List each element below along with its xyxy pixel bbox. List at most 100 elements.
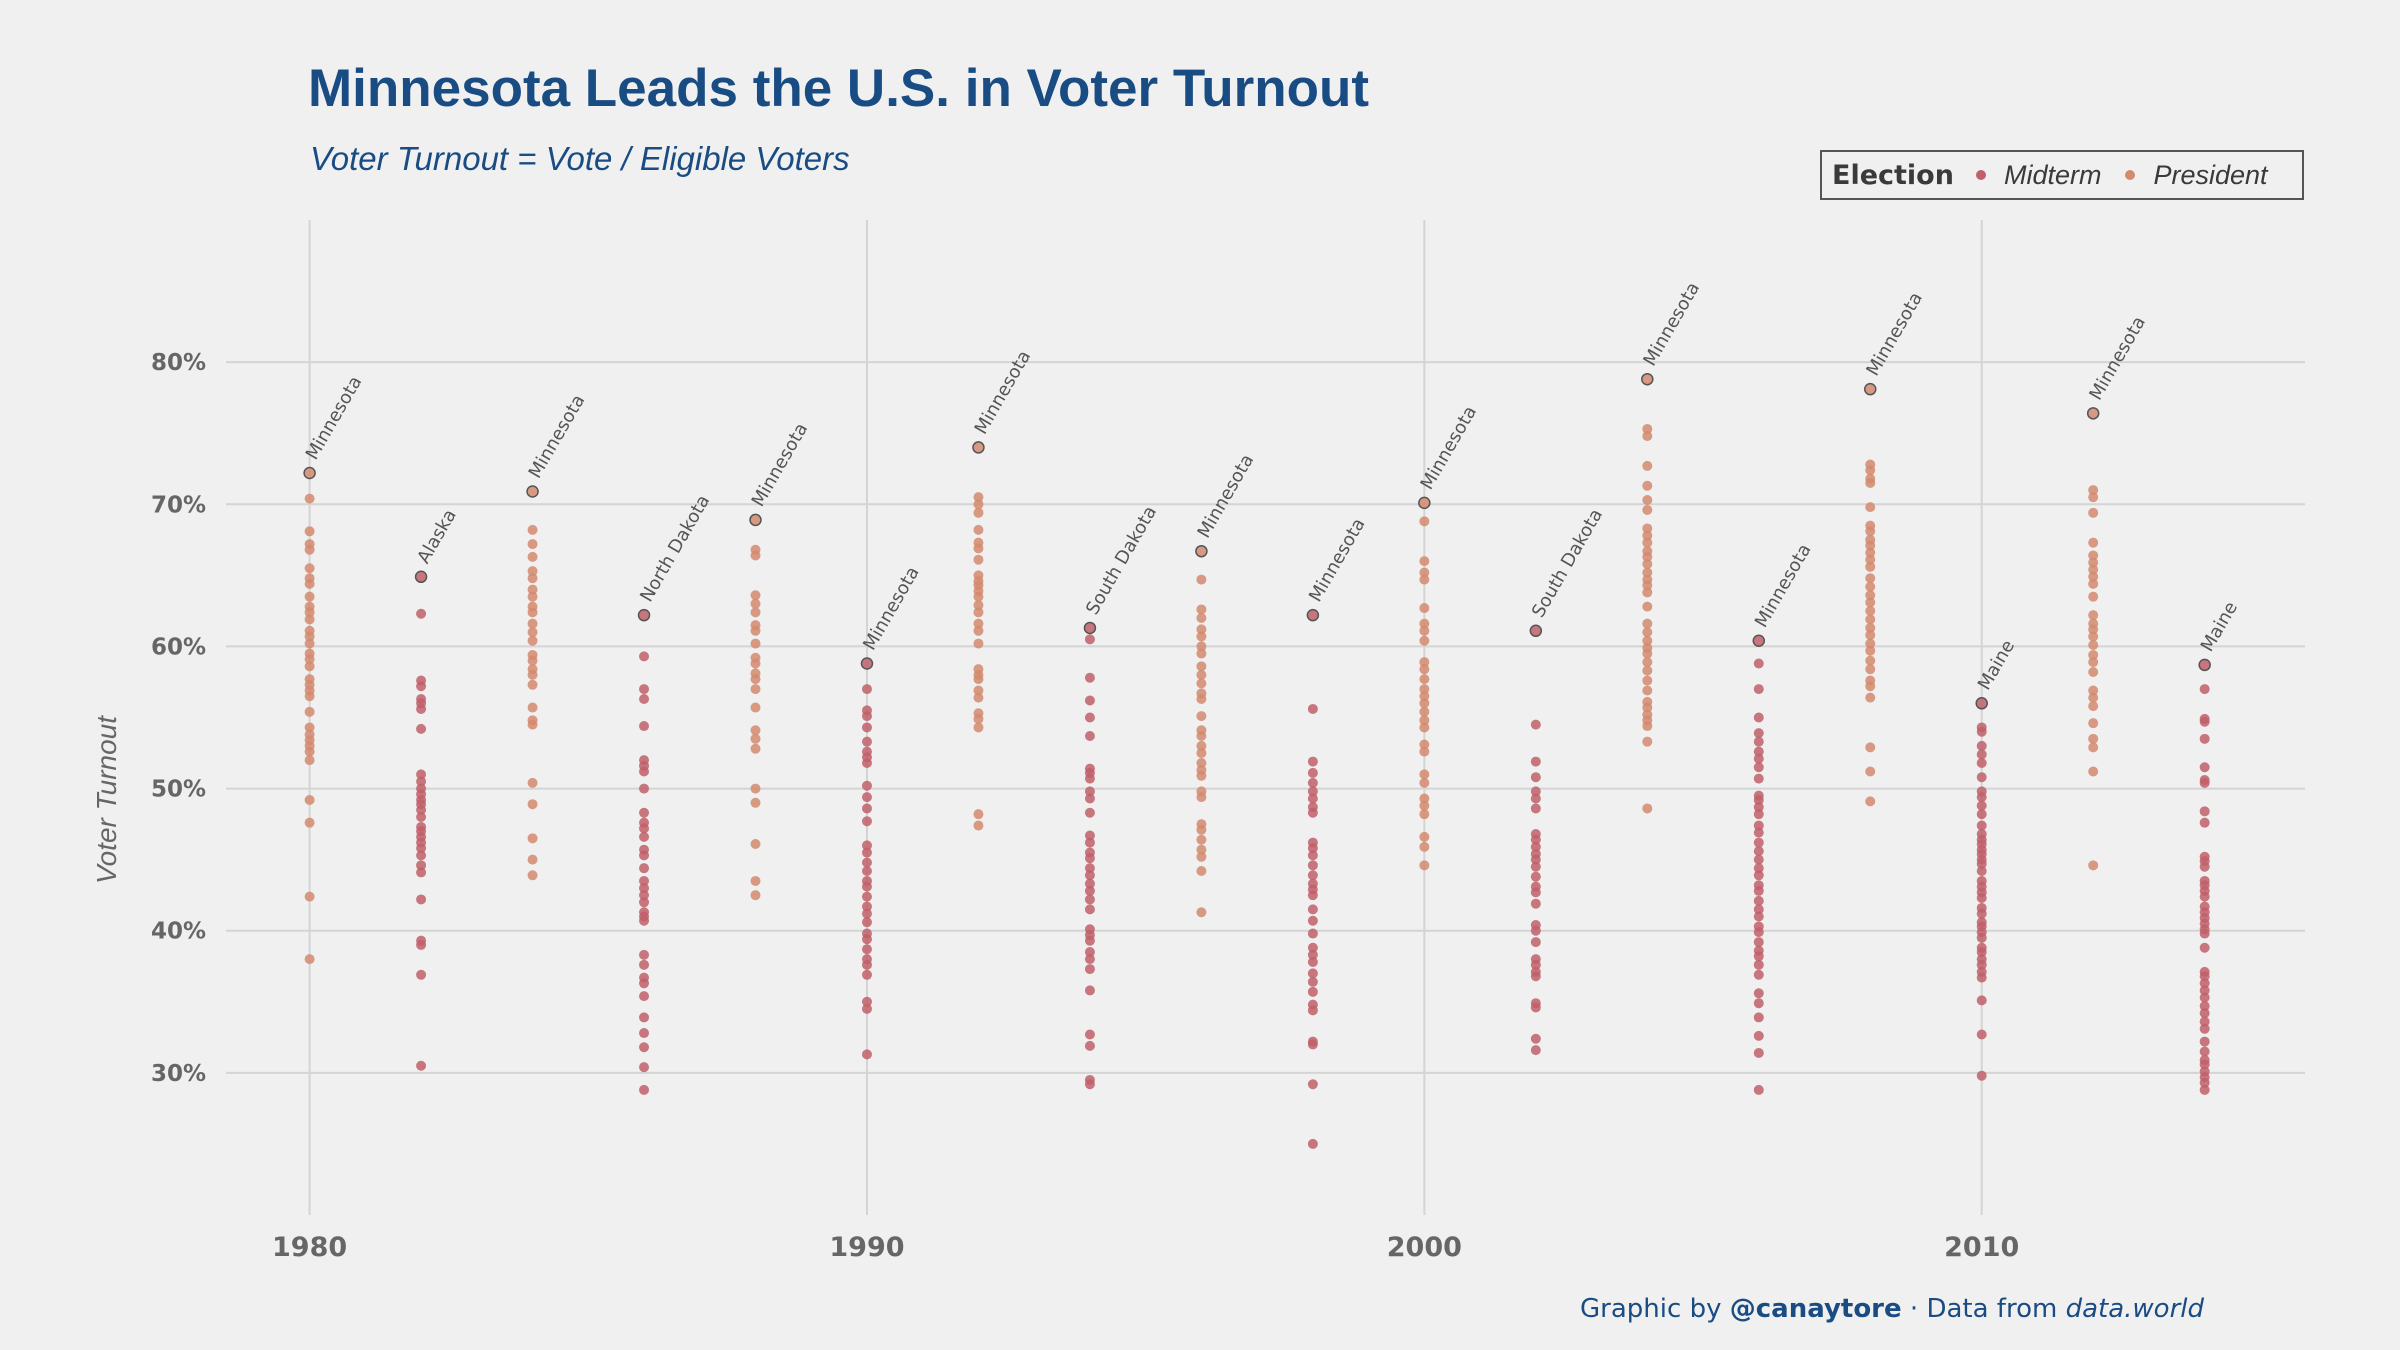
data-point-president	[304, 607, 315, 618]
data-point-president	[1642, 702, 1653, 713]
data-point-midterm	[861, 866, 872, 877]
leader-point-marker	[637, 608, 651, 622]
data-point-midterm	[639, 831, 650, 842]
x-tick-label: 1990	[829, 1232, 904, 1263]
data-point-midterm	[416, 860, 427, 871]
data-point-president	[304, 544, 315, 555]
data-point-midterm	[2199, 971, 2210, 982]
data-point-president	[973, 685, 984, 696]
data-point-midterm	[1530, 756, 1541, 767]
data-point-president	[1419, 497, 1430, 508]
data-point-midterm	[2199, 762, 2210, 773]
data-point-midterm	[2199, 1059, 2210, 1070]
data-point-midterm	[861, 1049, 872, 1060]
data-point-president	[2088, 550, 2099, 561]
data-point-midterm	[1753, 1012, 1764, 1023]
data-point-midterm	[1976, 749, 1987, 760]
data-point-midterm	[639, 783, 650, 794]
data-point-president	[2088, 649, 2099, 660]
data-point-midterm	[416, 723, 427, 734]
data-point-midterm	[861, 840, 872, 851]
data-point-midterm	[639, 1084, 650, 1095]
data-point-midterm	[416, 969, 427, 980]
y-tick-label: 60%	[151, 634, 206, 660]
data-point-midterm	[1976, 932, 1987, 943]
data-point-president	[1196, 669, 1207, 680]
data-point-president	[1419, 715, 1430, 726]
data-point-president	[1196, 748, 1207, 759]
data-point-midterm	[2199, 733, 2210, 744]
state-label: Minnesota	[971, 347, 1036, 438]
data-point-president	[973, 554, 984, 565]
data-point-president	[527, 607, 538, 618]
data-point-midterm	[861, 847, 872, 858]
data-point-president	[304, 468, 315, 479]
data-point-midterm	[1307, 890, 1318, 901]
data-point-midterm	[1976, 858, 1987, 869]
y-tick-label: 40%	[151, 919, 206, 945]
data-point-midterm	[861, 722, 872, 733]
data-point-president	[304, 722, 315, 733]
data-point-president	[750, 607, 761, 618]
data-point-midterm	[1307, 756, 1318, 767]
data-point-midterm	[416, 769, 427, 780]
data-point-president	[1196, 851, 1207, 862]
data-point-midterm	[861, 684, 872, 695]
data-point-president	[2088, 860, 2099, 871]
data-point-president	[1419, 860, 1430, 871]
data-point-president	[1865, 796, 1876, 807]
data-point-president	[304, 691, 315, 702]
data-point-president	[1419, 706, 1430, 717]
data-point-president	[304, 794, 315, 805]
data-point-midterm	[861, 1003, 872, 1014]
data-point-president	[304, 638, 315, 649]
data-point-midterm	[1084, 894, 1095, 905]
data-point-president	[304, 631, 315, 642]
data-point-midterm	[1307, 793, 1318, 804]
data-point-midterm	[1307, 904, 1318, 915]
data-point-president	[1196, 624, 1207, 635]
data-point-midterm	[1753, 927, 1764, 938]
data-point-midterm	[1753, 794, 1764, 805]
data-point-president	[1642, 580, 1653, 591]
data-point-midterm	[1084, 622, 1095, 633]
legend-label-midterm: Midterm	[2003, 159, 2102, 190]
legend-swatch-president	[2125, 170, 2136, 180]
data-point-midterm	[1530, 898, 1541, 909]
data-point-midterm	[861, 891, 872, 902]
data-point-president	[1419, 841, 1430, 852]
caption-handle[interactable]: @canaytore	[1729, 1294, 1902, 1324]
caption-prefix: Graphic by	[1580, 1294, 1730, 1324]
data-point-midterm	[1307, 860, 1318, 871]
data-point-midterm	[1530, 854, 1541, 865]
data-point-midterm	[1976, 908, 1987, 919]
data-point-midterm	[1530, 772, 1541, 783]
leader-point-marker	[526, 485, 539, 498]
x-tick-label: 1980	[272, 1232, 347, 1263]
data-point-president	[2088, 640, 2099, 651]
caption: Graphic by @canaytore · Data from data.w…	[1580, 1294, 2204, 1324]
state-label: Minnesota	[1194, 451, 1259, 542]
data-point-president	[1196, 546, 1207, 557]
data-point-president	[1419, 657, 1430, 668]
data-point-midterm	[1084, 793, 1095, 804]
data-point-president	[527, 799, 538, 810]
data-point-midterm	[639, 684, 650, 695]
data-point-midterm	[416, 703, 427, 714]
data-point-midterm	[1753, 854, 1764, 865]
chart-subtitle: Voter Turnout = Vote / Eligible Voters	[310, 140, 850, 177]
data-point-midterm	[1976, 792, 1987, 803]
data-point-president	[1419, 722, 1430, 733]
state-label: Minnesota	[859, 563, 924, 654]
data-point-midterm	[416, 681, 427, 692]
data-point-president	[304, 591, 315, 602]
data-point-president	[527, 777, 538, 788]
data-point-president	[2088, 507, 2099, 518]
caption-source[interactable]: data.world	[2065, 1294, 2204, 1324]
data-point-president	[1642, 567, 1653, 578]
data-point-midterm	[1530, 959, 1541, 970]
data-point-president	[527, 635, 538, 646]
data-point-president	[973, 692, 984, 703]
data-point-president	[1196, 648, 1207, 659]
data-point-president	[973, 507, 984, 518]
